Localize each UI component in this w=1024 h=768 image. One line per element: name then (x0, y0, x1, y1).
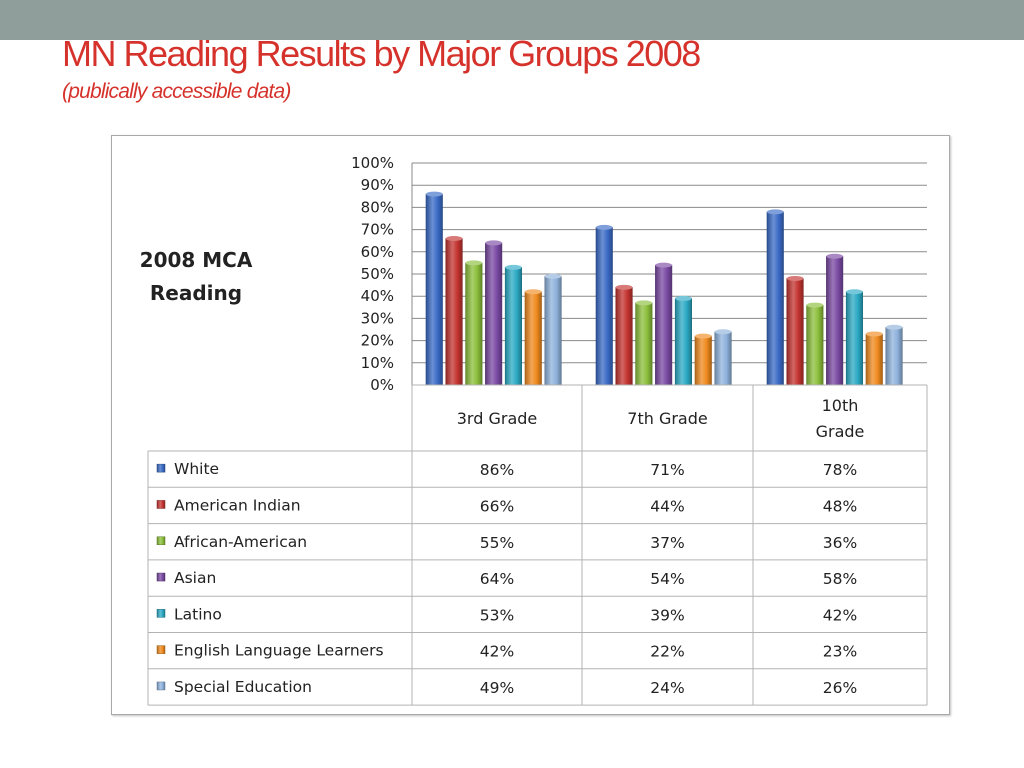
slide-subtitle: (publically accessible data) (62, 80, 291, 103)
bar (524, 291, 542, 386)
y-tick-label: 50% (361, 265, 394, 283)
bar (485, 242, 503, 386)
data-label: 71% (650, 461, 684, 479)
y-tick-label: 20% (361, 332, 394, 350)
chart-frame: 2008 MCA Reading 100% 90% 80% 70% 60% 50% 40% 30%… (111, 135, 950, 715)
data-label: 24% (650, 679, 684, 697)
y-tick-label: 70% (361, 221, 394, 239)
series-name: Latino (174, 605, 222, 623)
bar (595, 227, 613, 386)
y-tick-label: 100% (351, 154, 394, 172)
data-label: 26% (823, 679, 857, 697)
y-tick-label: 30% (361, 309, 394, 327)
series-name: English Language Learners (174, 642, 384, 660)
bar (714, 331, 732, 386)
data-label: 44% (650, 497, 684, 515)
series-name: White (174, 460, 219, 478)
legend-key (156, 645, 166, 654)
bar (504, 267, 523, 386)
data-label: 23% (823, 643, 857, 661)
legend-key (156, 536, 166, 545)
y-tick-label: 80% (361, 198, 394, 216)
y-tick-label: 10% (361, 354, 394, 372)
data-label: 42% (823, 606, 857, 624)
bar (544, 275, 562, 386)
bar-cap (767, 209, 784, 215)
bar (465, 262, 483, 386)
bar (635, 302, 653, 386)
legend-key (156, 463, 166, 473)
category-label: 7th Grade (627, 409, 707, 428)
bar (885, 326, 903, 386)
bar-cap (786, 275, 804, 281)
bar (766, 211, 784, 386)
bar-cap (615, 284, 633, 290)
bar-cap (655, 262, 672, 268)
data-label: 48% (823, 497, 857, 515)
data-label: 49% (480, 679, 514, 697)
data-label: 54% (650, 570, 684, 588)
bar-cap (485, 240, 502, 246)
bar (694, 335, 712, 386)
chart-title-line: Reading (150, 281, 242, 305)
data-label: 42% (480, 643, 514, 661)
bar (674, 298, 693, 386)
data-label: 66% (480, 497, 514, 515)
bar-cap (505, 264, 522, 270)
bar (845, 291, 864, 386)
data-label: 55% (480, 534, 514, 552)
series-name: American Indian (174, 496, 301, 514)
bar-cap (885, 324, 903, 330)
bar-cap (675, 295, 692, 301)
data-label: 37% (650, 534, 684, 552)
category-label: 10th (822, 396, 859, 415)
y-tick-label: 40% (361, 287, 394, 305)
legend-key (156, 572, 166, 582)
y-tick-label: 90% (361, 176, 394, 194)
bar (615, 287, 633, 386)
series-name: African-American (174, 533, 307, 551)
bar-cap (714, 329, 732, 335)
bar-cap (596, 224, 613, 230)
bar-cap (695, 333, 712, 339)
bar (786, 278, 804, 386)
legend-key (156, 681, 166, 691)
category-label: Grade (816, 422, 865, 441)
bar (445, 238, 463, 386)
bar-cap (445, 235, 463, 241)
top-bar (0, 0, 1024, 40)
data-label: 64% (480, 570, 514, 588)
slide-title: MN Reading Results by Major Groups 2008 (62, 33, 701, 74)
series-name: Special Education (174, 678, 312, 696)
bar (425, 193, 443, 386)
data-label: 78% (823, 461, 857, 479)
bar (655, 264, 673, 386)
chart-title-line: 2008 MCA (140, 248, 253, 272)
data-label: 22% (650, 643, 684, 661)
data-label: 36% (823, 534, 857, 552)
bar (806, 304, 824, 386)
data-label: 39% (650, 606, 684, 624)
bar-cap (544, 273, 562, 279)
bar-cap (806, 302, 824, 308)
bar-cap (465, 260, 483, 266)
category-label: 3rd Grade (457, 409, 538, 428)
data-label: 58% (823, 570, 857, 588)
data-label: 53% (480, 606, 514, 624)
mca-reading-chart: 2008 MCA Reading 100% 90% 80% 70% 60% 50% 40% 30%… (140, 154, 928, 706)
bar (826, 255, 844, 386)
y-tick-label: 60% (361, 243, 394, 261)
y-tick-label: 0% (370, 376, 394, 394)
data-label: 86% (480, 461, 514, 479)
bar-cap (426, 191, 443, 197)
bar (865, 333, 883, 386)
bar-cap (635, 300, 653, 306)
bar-cap (826, 253, 843, 259)
legend-key (156, 500, 166, 509)
series-name: Asian (174, 569, 216, 587)
legend-key (156, 609, 166, 618)
bar-cap (866, 331, 883, 337)
bar-cap (525, 289, 542, 295)
bar-cap (846, 289, 863, 295)
